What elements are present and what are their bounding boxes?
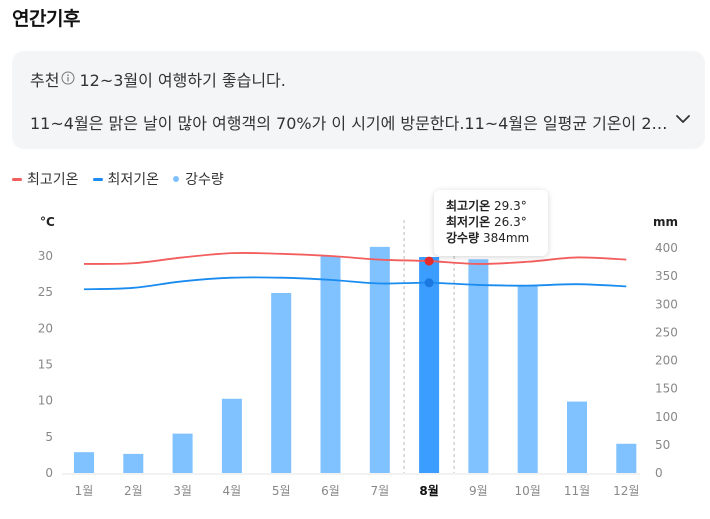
climate-chart[interactable]: °C mm051015202530050100150200250300350400…	[0, 180, 710, 519]
y-left-tick: 25	[38, 285, 53, 299]
rain-bar-12월	[616, 443, 637, 473]
legend-swatch-low	[92, 177, 103, 181]
legend-item-high: 최고기온	[12, 169, 79, 189]
y-left-tick: 15	[38, 358, 53, 372]
y-right-unit: mm	[653, 215, 678, 229]
legend-swatch-rain	[173, 176, 180, 182]
low-temp-line	[83, 276, 627, 291]
y-right-tick: 200	[655, 354, 678, 368]
tooltip-low: 최저기온 26.3°	[446, 215, 527, 229]
y-right-tick: 400	[655, 241, 678, 255]
chart-tooltip: 최고기온 29.3° 최저기온 26.3° 강수량 384mm	[434, 190, 548, 256]
tooltip-rain: 강수량 384mm	[446, 231, 530, 245]
y-right-tick: 100	[655, 410, 678, 424]
y-right-tick: 150	[655, 382, 678, 396]
x-tick-label: 3월	[173, 484, 192, 498]
x-tick-label: 4월	[223, 484, 242, 498]
x-tick-label: 8월	[419, 483, 438, 498]
rain-bar-2월	[123, 453, 144, 473]
y-left-tick: 0	[45, 466, 53, 480]
high-temp-point-selected	[424, 256, 434, 266]
recommendation-header: 추천 12~3월이 여행하기 좋습니다.	[30, 67, 286, 91]
low-temp-point-selected	[424, 278, 434, 288]
y-right-tick: 50	[655, 438, 670, 452]
tooltip-high: 최고기온 29.3°	[446, 199, 527, 213]
rain-bar-9월	[468, 259, 489, 473]
legend-swatch-high	[12, 177, 22, 181]
chevron-down-icon[interactable]	[675, 111, 691, 127]
y-left-unit: °C	[40, 215, 55, 229]
rain-bar-10월	[517, 285, 538, 473]
y-right-tick: 250	[655, 325, 678, 339]
rain-bar-3월	[172, 433, 193, 473]
recommendation-label: 추천	[30, 71, 60, 90]
page-title: 연간기후	[12, 8, 80, 30]
y-right-tick: 350	[655, 269, 678, 283]
legend-item-low: 최저기온	[92, 169, 160, 189]
rain-bar-11월	[567, 401, 587, 473]
rain-bar-7월	[369, 246, 390, 473]
x-tick-label: 11월	[564, 484, 590, 498]
rain-bar-1월	[74, 452, 94, 473]
x-tick-label: 10월	[515, 484, 541, 498]
y-left-tick: 30	[38, 249, 53, 263]
legend-item-rain: 강수량	[173, 169, 224, 189]
high-temp-line	[83, 251, 627, 265]
rain-bar-8월	[419, 257, 440, 473]
legend-label-high: 최고기온	[27, 172, 79, 188]
y-left-tick: 20	[38, 321, 53, 335]
info-circle-icon[interactable]	[61, 70, 75, 89]
y-right-tick: 300	[655, 297, 678, 311]
chart-legend: 최고기온 최저기온 강수량	[12, 169, 238, 189]
y-left-tick: 5	[45, 430, 53, 444]
y-right-tick: 0	[655, 466, 663, 480]
x-tick-label: 2월	[124, 484, 143, 498]
x-tick-label: 9월	[469, 484, 488, 498]
rain-bar-4월	[221, 398, 242, 473]
recommendation-period: 12~3월이 여행하기 좋습니다.	[79, 71, 286, 90]
x-tick-label: 1월	[75, 484, 94, 498]
legend-label-low: 최저기온	[107, 172, 160, 188]
y-left-tick: 10	[38, 394, 53, 408]
x-tick-label: 7월	[370, 484, 389, 498]
x-tick-label: 6월	[321, 484, 340, 498]
recommendation-description: 11~4월은 맑은 날이 많아 여행객의 70%가 이 시기에 방문한다.11~…	[30, 114, 670, 133]
x-tick-label: 5월	[272, 484, 291, 498]
legend-label-rain: 강수량	[185, 172, 224, 188]
rain-bar-6월	[320, 256, 341, 473]
rain-bar-5월	[271, 293, 292, 473]
x-tick-label: 12월	[613, 484, 639, 498]
recommendation-card[interactable]: 추천 12~3월이 여행하기 좋습니다. 11~4월은 맑은 날이 많아 여행객…	[12, 51, 705, 149]
